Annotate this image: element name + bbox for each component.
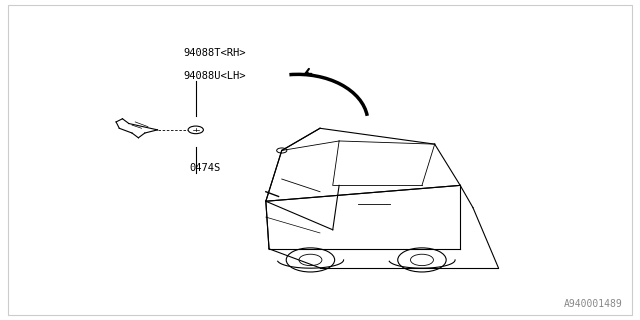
Text: 94088U<LH>: 94088U<LH>: [183, 71, 246, 81]
Text: 94088T<RH>: 94088T<RH>: [183, 49, 246, 59]
Text: A940001489: A940001489: [564, 299, 623, 309]
Text: 0474S: 0474S: [189, 163, 221, 173]
